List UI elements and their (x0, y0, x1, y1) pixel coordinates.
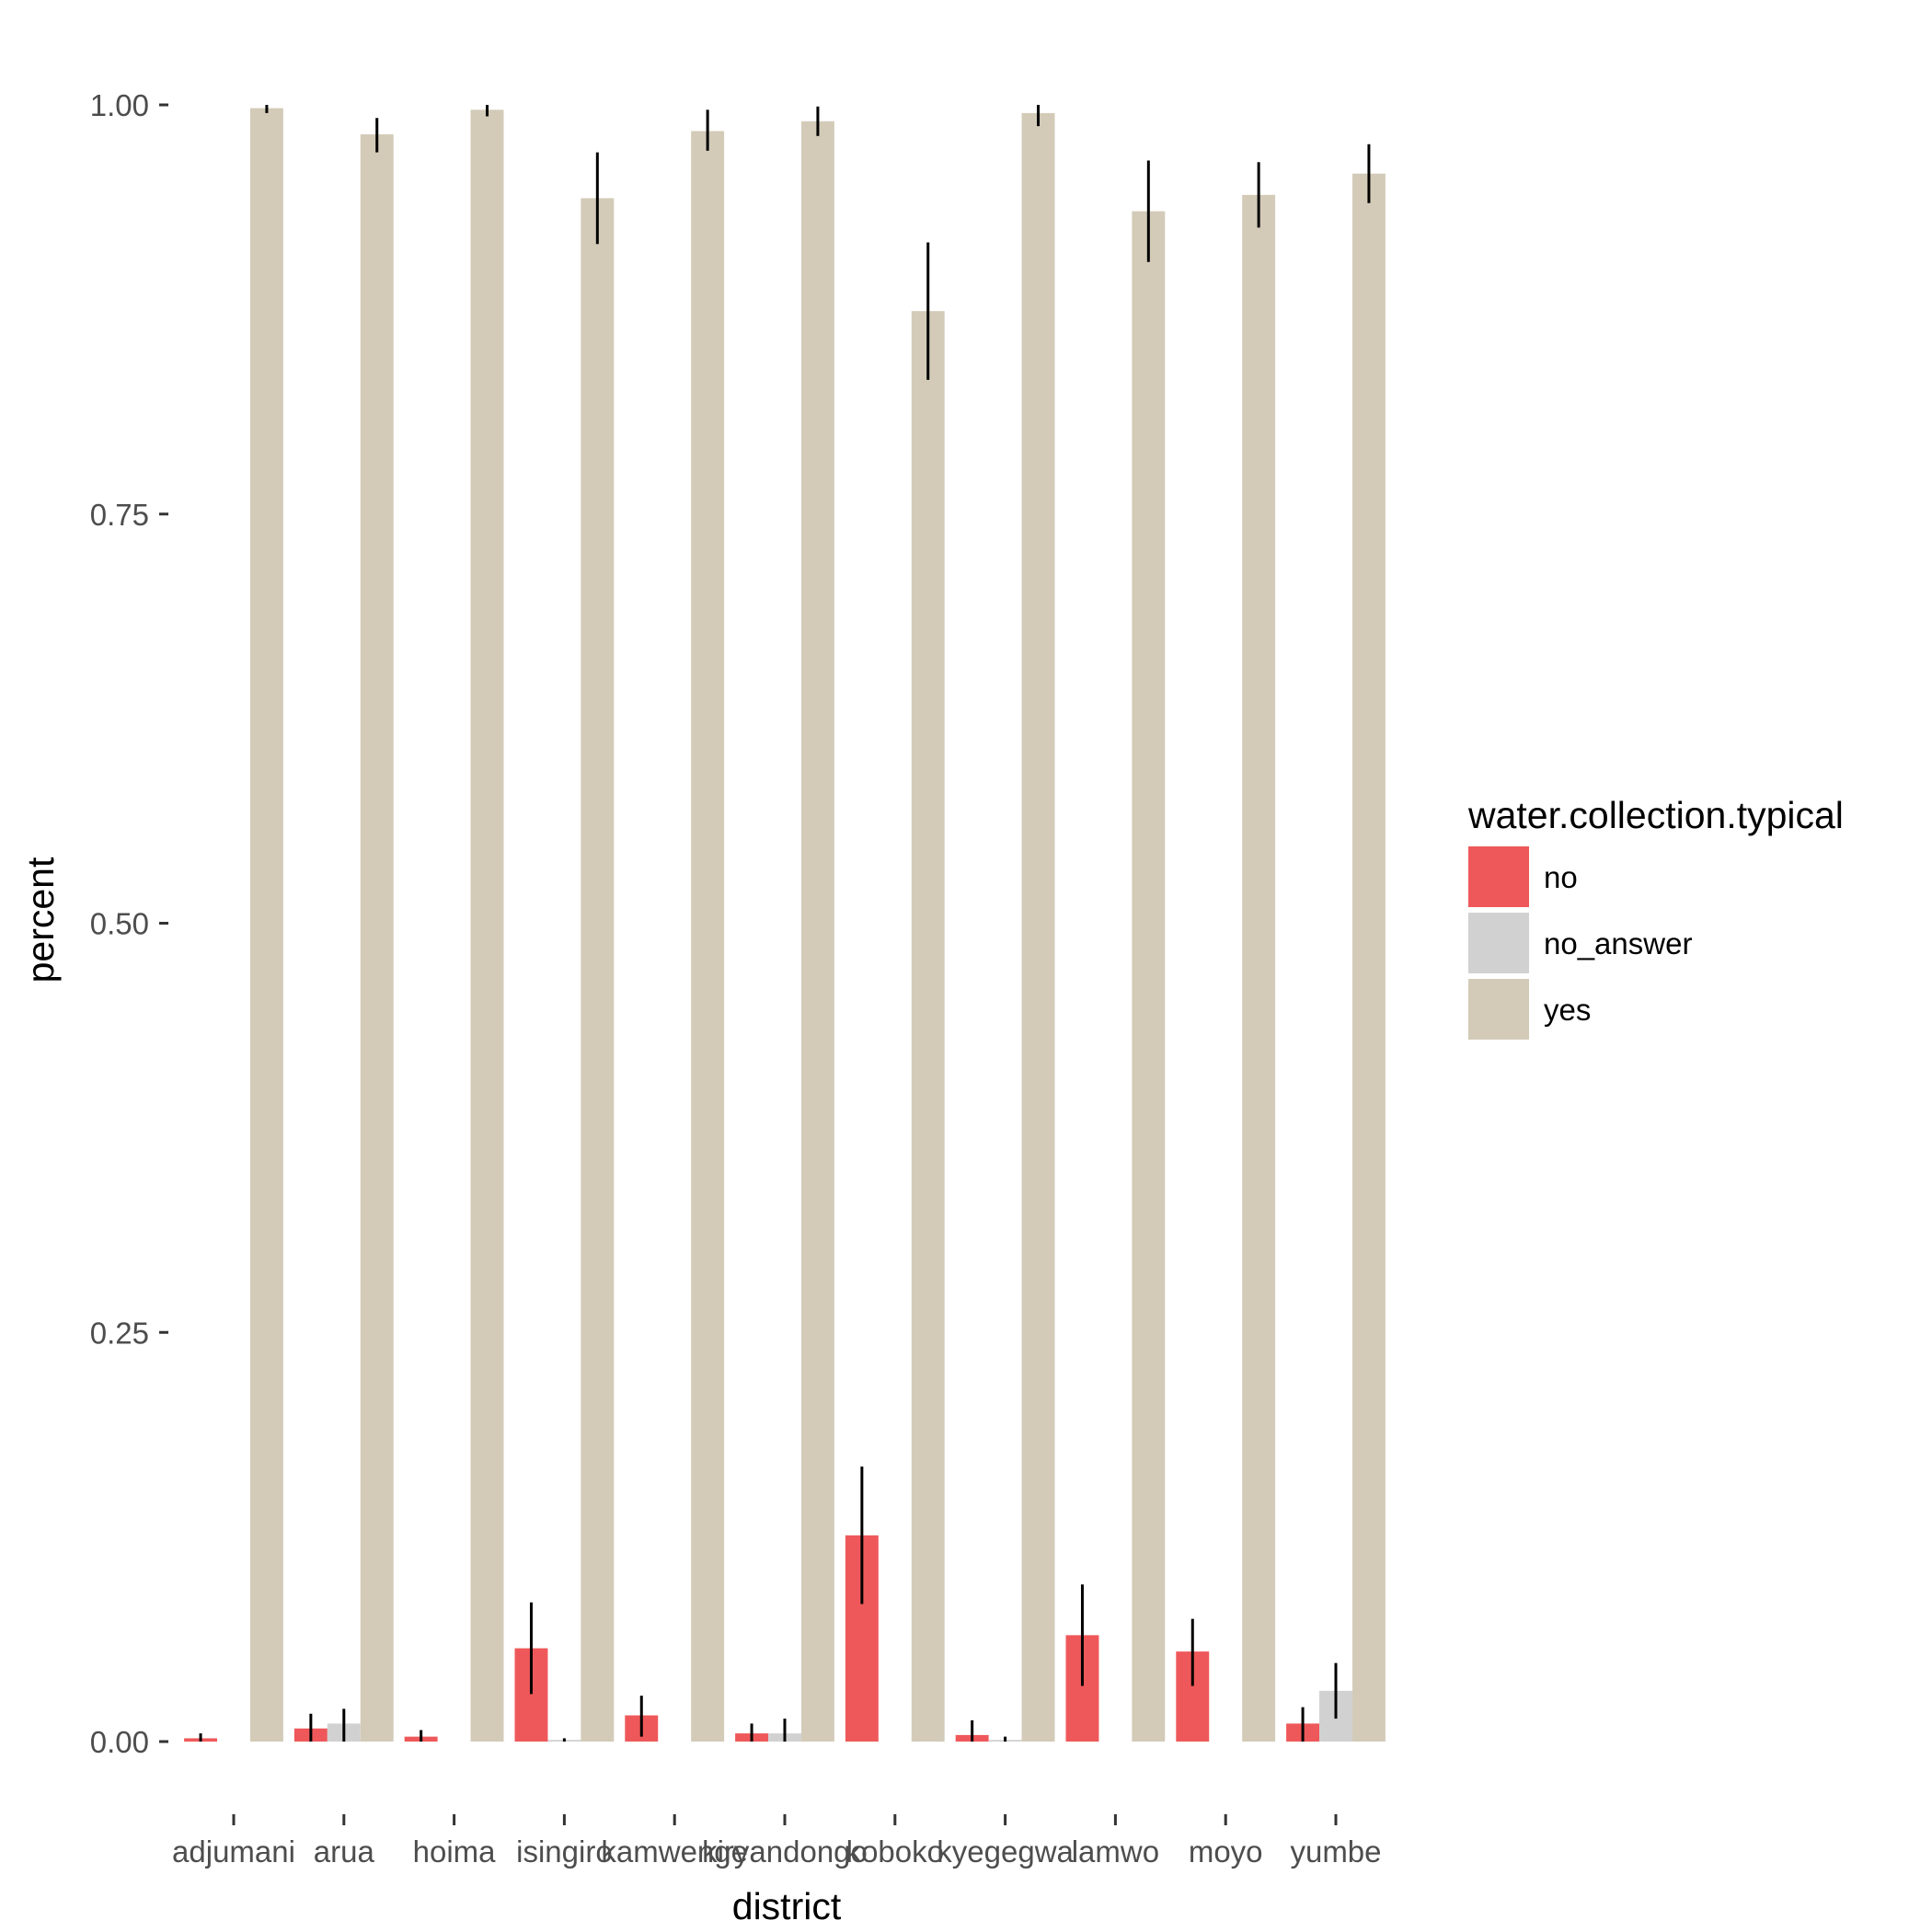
bar-moyo-yes (1242, 194, 1276, 1742)
x-tick-label: kyegegwa (937, 1834, 1074, 1869)
bar-hoima-yes (470, 109, 504, 1742)
bar-kiryandongo-yes (800, 121, 834, 1742)
x-tick-label: moyo (1189, 1834, 1263, 1869)
legend-title: water.collection.typical (1467, 794, 1844, 836)
x-tick-label: lamwo (1072, 1834, 1159, 1869)
x-tick-label: yumbe (1290, 1834, 1381, 1869)
x-axis-title: district (732, 1885, 842, 1927)
x-tick-label: kiryandongo (702, 1834, 868, 1869)
y-tick-label: 0.50 (90, 907, 149, 941)
legend-key-yes (1468, 979, 1529, 1040)
x-tick-label: isingiro (516, 1834, 613, 1869)
legend-key-no_answer (1468, 913, 1529, 973)
x-axis: adjumani arua hoima isingirokamwengekiryand… (172, 1814, 1382, 1869)
bar-isingiro-yes (581, 198, 615, 1742)
bar-kyegegwa-yes (1021, 112, 1055, 1742)
x-tick-label: koboko (846, 1834, 944, 1869)
y-axis: 0.00 0.25 0.50 0.75 1.00 (90, 88, 168, 1759)
x-tick-label: hoima (413, 1834, 497, 1869)
bar-yumbe-yes (1351, 173, 1386, 1742)
x-tick-label: kamwenge (601, 1834, 748, 1869)
legend-key-no (1468, 846, 1529, 907)
y-tick-label: 0.75 (90, 498, 149, 532)
y-tick-label: 1.00 (90, 88, 149, 122)
bars (184, 108, 1386, 1742)
y-tick-label: 0.00 (90, 1725, 149, 1759)
bar-koboko-yes (911, 311, 945, 1742)
legend-label-no_answer: no_answer (1544, 926, 1692, 960)
bar-kamwenge-yes (691, 131, 725, 1742)
bar-lamwo-yes (1132, 211, 1166, 1742)
legend-label-no: no (1544, 860, 1578, 894)
x-tick-label: adjumani (172, 1834, 295, 1869)
error-bars (199, 105, 1371, 1742)
bar-arua-yes (360, 134, 394, 1742)
y-axis-title: percent (19, 857, 62, 983)
bar-adjumani-yes (249, 108, 283, 1742)
x-tick-label: arua (314, 1834, 375, 1869)
legend-label-yes: yes (1544, 993, 1591, 1027)
y-tick-label: 0.25 (90, 1316, 149, 1350)
